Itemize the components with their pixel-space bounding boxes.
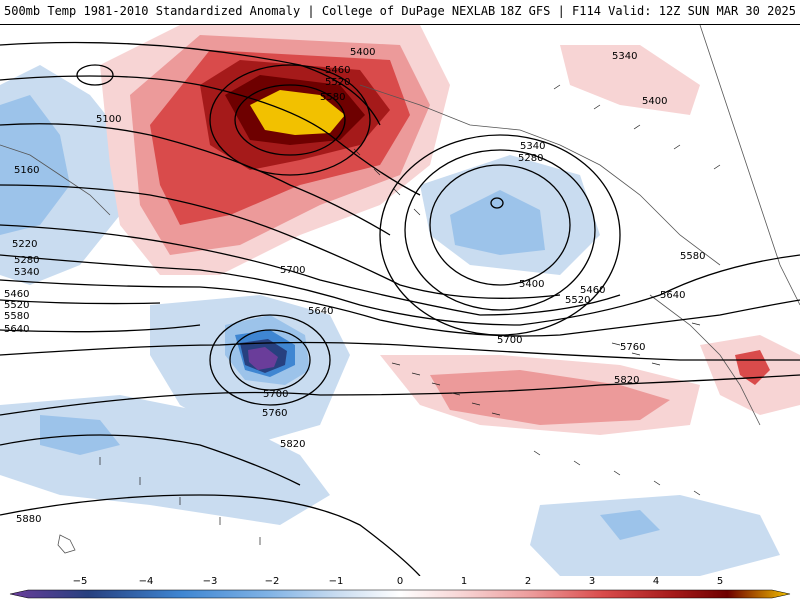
colorbar-tick: −5 (72, 576, 88, 587)
svg-text:5340: 5340 (520, 141, 545, 152)
colorbar-tick: −1 (328, 576, 344, 587)
svg-text:5700: 5700 (280, 265, 305, 276)
svg-text:5700: 5700 (497, 335, 522, 346)
svg-text:5520: 5520 (325, 77, 350, 88)
anomaly-map: 5400 5460 5520 5580 5100 5160 5220 5280 … (0, 25, 800, 576)
svg-text:5460: 5460 (325, 65, 350, 76)
colorbar-tick: 3 (588, 576, 596, 587)
negative-anomaly-fill (0, 65, 780, 576)
svg-text:5400: 5400 (642, 96, 667, 107)
svg-text:5880: 5880 (16, 514, 41, 525)
colorbar-tick: −3 (202, 576, 218, 587)
svg-text:5640: 5640 (4, 324, 29, 335)
svg-text:5760: 5760 (620, 342, 645, 353)
svg-text:5280: 5280 (14, 255, 39, 266)
svg-text:5400: 5400 (519, 279, 544, 290)
coastlines (0, 25, 800, 554)
svg-text:5640: 5640 (308, 306, 333, 317)
colorbar-tick: −2 (264, 576, 280, 587)
positive-anomaly-fill (100, 25, 800, 435)
svg-text:5520: 5520 (4, 300, 29, 311)
svg-text:5580: 5580 (4, 311, 29, 322)
colorbar-tick: 4 (652, 576, 660, 587)
svg-text:5280: 5280 (518, 153, 543, 164)
contour-labels: 5400 5460 5520 5580 5100 5160 5220 5280 … (4, 47, 705, 525)
run-info: 18Z GFS | F114 Valid: 12Z SUN MAR 30 202… (499, 4, 796, 18)
svg-text:5820: 5820 (280, 439, 305, 450)
colorbar-tick: 0 (396, 576, 404, 587)
svg-text:5340: 5340 (612, 51, 637, 62)
svg-text:5220: 5220 (12, 239, 37, 250)
map-title: 500mb Temp 1981-2010 Standardized Anomal… (4, 4, 496, 18)
svg-text:5580: 5580 (320, 92, 345, 103)
svg-text:5760: 5760 (262, 408, 287, 419)
wind-barbs (99, 84, 721, 545)
colorbar-tick: −4 (138, 576, 154, 587)
map-panel: 5400 5460 5520 5580 5100 5160 5220 5280 … (0, 25, 800, 576)
svg-text:5460: 5460 (580, 285, 605, 296)
svg-text:5520: 5520 (565, 295, 590, 306)
svg-text:5640: 5640 (660, 290, 685, 301)
colorbar-tick: 5 (716, 576, 724, 587)
colorbar-tick: 2 (524, 576, 532, 587)
svg-text:5100: 5100 (96, 114, 121, 125)
svg-text:5460: 5460 (4, 289, 29, 300)
colorbar-tick: 1 (460, 576, 468, 587)
svg-text:5160: 5160 (14, 165, 39, 176)
svg-text:5820: 5820 (614, 375, 639, 386)
header-bar: 500mb Temp 1981-2010 Standardized Anomal… (0, 0, 800, 25)
svg-text:5700: 5700 (263, 389, 288, 400)
svg-text:5580: 5580 (680, 251, 705, 262)
height-contours (0, 41, 800, 576)
svg-text:5400: 5400 (350, 47, 375, 58)
svg-text:5340: 5340 (14, 267, 39, 278)
anomaly-colorbar: −5 −4 −3 −2 −1 0 1 2 3 4 5 (0, 576, 800, 600)
colorbar-gradient (9, 589, 791, 599)
